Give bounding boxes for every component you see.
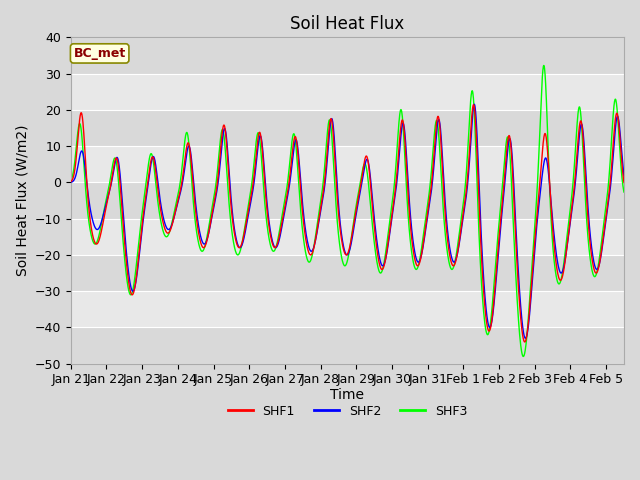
SHF2 [95,225,103,231]
SHF2 [604,202,612,208]
SHF3 [540,62,548,68]
SHF1 [470,102,477,108]
SHF1 [605,195,612,201]
SHF3 [95,232,103,238]
SHF3 [605,181,612,187]
SHF2 [67,180,75,185]
SHF1 [521,339,529,345]
SHF2 [620,173,628,179]
Bar [71,37,624,73]
SHF2 [470,101,478,107]
SHF3 [620,189,628,195]
SHF2 [321,180,329,186]
SHF3 [336,242,344,248]
SHF1 [336,223,344,228]
Line: SHF3: SHF3 [71,65,624,357]
Title: Soil Heat Flux: Soil Heat Flux [290,15,404,33]
SHF2 [522,336,529,341]
Line: SHF2: SHF2 [71,104,624,338]
Bar [71,327,624,364]
SHF3 [520,354,527,360]
Line: SHF1: SHF1 [71,105,624,342]
SHF2 [336,216,344,222]
SHF2 [605,200,612,206]
SHF1 [321,174,329,180]
X-axis label: Time: Time [330,388,364,402]
SHF3 [67,178,75,183]
SHF1 [95,238,103,243]
Text: BC_met: BC_met [74,47,126,60]
Bar [71,255,624,291]
Bar [71,73,624,110]
SHF1 [67,179,75,184]
Bar [71,146,624,182]
SHF3 [321,158,329,164]
Y-axis label: Soil Heat Flux (W/m2): Soil Heat Flux (W/m2) [15,125,29,276]
Legend: SHF1, SHF2, SHF3: SHF1, SHF2, SHF3 [223,400,472,423]
SHF3 [502,139,510,144]
SHF1 [620,180,628,185]
SHF2 [503,159,511,165]
Bar [71,110,624,146]
Bar [71,291,624,327]
SHF1 [503,149,511,155]
SHF3 [604,184,612,190]
Bar [71,182,624,219]
SHF1 [604,197,612,203]
Bar [71,219,624,255]
